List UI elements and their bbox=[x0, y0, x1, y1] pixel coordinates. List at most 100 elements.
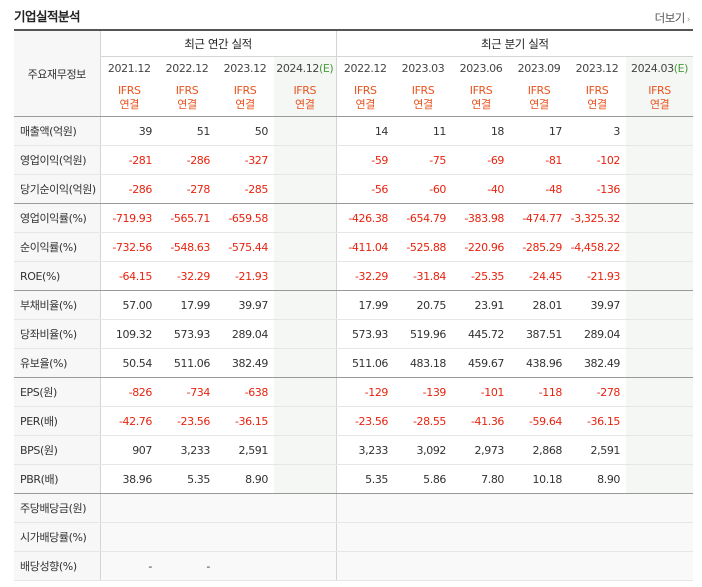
row-label: 배당성향(%) bbox=[14, 551, 101, 581]
value-cell: -56 bbox=[336, 174, 395, 204]
value-cell bbox=[452, 522, 511, 552]
value-cell: -102 bbox=[568, 145, 627, 175]
ifrs-consolidated-label: IFRS 연결 bbox=[158, 80, 216, 117]
value-cell: -411.04 bbox=[336, 232, 395, 262]
value-cell: -60 bbox=[394, 174, 453, 204]
estimate-cell bbox=[274, 464, 337, 494]
value-cell: -23.56 bbox=[336, 406, 395, 436]
value-cell: -732.56 bbox=[100, 232, 158, 262]
value-cell bbox=[158, 522, 216, 552]
value-cell: -426.38 bbox=[336, 203, 395, 233]
estimate-cell bbox=[274, 261, 337, 291]
value-cell: 2,973 bbox=[452, 435, 511, 465]
value-cell: 511.06 bbox=[158, 348, 216, 378]
value-cell: -23.56 bbox=[158, 406, 216, 436]
value-cell bbox=[216, 522, 274, 552]
estimate-cell bbox=[626, 406, 694, 436]
ifrs-consolidated-label: IFRS 연결 bbox=[568, 80, 627, 117]
value-cell: -28.55 bbox=[394, 406, 453, 436]
value-cell: -286 bbox=[100, 174, 158, 204]
estimate-cell bbox=[274, 174, 337, 204]
value-cell: -327 bbox=[216, 145, 274, 175]
value-cell: 14 bbox=[336, 116, 395, 146]
value-cell bbox=[336, 493, 395, 523]
value-cell: -220.96 bbox=[452, 232, 511, 262]
value-cell bbox=[216, 551, 274, 581]
estimate-cell bbox=[274, 435, 337, 465]
value-cell: -129 bbox=[336, 377, 395, 407]
row-label: 영업이익(억원) bbox=[14, 145, 101, 175]
value-cell: -36.15 bbox=[216, 406, 274, 436]
value-cell: -826 bbox=[100, 377, 158, 407]
value-cell bbox=[394, 551, 453, 581]
row-label: 시가배당률(%) bbox=[14, 522, 101, 552]
value-cell bbox=[336, 551, 395, 581]
value-cell: 289.04 bbox=[216, 319, 274, 349]
financial-table: 주요재무정보 최근 연간 실적 최근 분기 실적 2021.12 2022.12 2023… bbox=[14, 29, 694, 581]
value-cell: 2,591 bbox=[216, 435, 274, 465]
table-row: 유보율(%) 50.54 511.06 382.49 511.06 483.18 459.6… bbox=[14, 348, 694, 378]
ifrs-consolidated-label: IFRS 연결 bbox=[452, 80, 511, 117]
more-label: 더보기 bbox=[654, 11, 686, 25]
value-cell: -278 bbox=[158, 174, 216, 204]
value-cell bbox=[216, 493, 274, 523]
value-cell: 20.75 bbox=[394, 290, 453, 320]
value-cell: -64.15 bbox=[100, 261, 158, 291]
value-cell: 17.99 bbox=[336, 290, 395, 320]
table-row: 당기순이익(억원) -286 -278 -285 -56 -60 -40 -48 -136 bbox=[14, 174, 694, 204]
value-cell: -4,458.22 bbox=[568, 232, 627, 262]
estimate-cell bbox=[626, 290, 694, 320]
estimate-cell bbox=[626, 348, 694, 378]
estimate-cell bbox=[274, 116, 337, 146]
value-cell: -278 bbox=[568, 377, 627, 407]
value-cell: 2,868 bbox=[510, 435, 569, 465]
estimate-cell bbox=[626, 377, 694, 407]
ifrs-consolidated-label: IFRS 연결 bbox=[394, 80, 453, 117]
row-label: 순이익률(%) bbox=[14, 232, 101, 262]
value-cell: -734 bbox=[158, 377, 216, 407]
table-row: 부채비율(%) 57.00 17.99 39.97 17.99 20.75 23.91 28.… bbox=[14, 290, 694, 320]
value-cell: -25.35 bbox=[452, 261, 511, 291]
row-label: 주당배당금(원) bbox=[14, 493, 101, 523]
value-cell: 18 bbox=[452, 116, 511, 146]
value-cell bbox=[568, 551, 627, 581]
value-cell: 382.49 bbox=[568, 348, 627, 378]
section-title: 기업실적분석 bbox=[14, 9, 81, 24]
value-cell: 289.04 bbox=[568, 319, 627, 349]
ifrs-consolidated-label: IFRS 연결 bbox=[216, 80, 274, 117]
value-cell: -654.79 bbox=[394, 203, 453, 233]
ifrs-consolidated-label: IFRS 연결 bbox=[510, 80, 569, 117]
period-header: 2023.09 bbox=[517, 62, 561, 75]
estimate-cell bbox=[626, 174, 694, 204]
value-cell: -383.98 bbox=[452, 203, 511, 233]
value-cell: -136 bbox=[568, 174, 627, 204]
estimate-cell bbox=[274, 493, 337, 523]
estimate-cell bbox=[274, 203, 337, 233]
period-header: 2023.06 bbox=[459, 62, 503, 75]
more-link[interactable]: 더보기 › bbox=[654, 10, 691, 26]
value-cell bbox=[510, 551, 569, 581]
value-cell: -41.36 bbox=[452, 406, 511, 436]
estimate-cell bbox=[274, 522, 337, 552]
value-cell: -42.76 bbox=[100, 406, 158, 436]
row-label: EPS(원) bbox=[14, 377, 101, 407]
chevron-right-icon: › bbox=[686, 15, 691, 25]
estimate-cell bbox=[274, 145, 337, 175]
value-cell: 39 bbox=[100, 116, 158, 146]
table-row: PER(배) -42.76 -23.56 -36.15 -23.56 -28.55 -41.… bbox=[14, 406, 694, 436]
value-cell bbox=[100, 493, 158, 523]
value-cell: 3,233 bbox=[158, 435, 216, 465]
value-cell: 50 bbox=[216, 116, 274, 146]
estimate-cell bbox=[274, 232, 337, 262]
value-cell: -548.63 bbox=[158, 232, 216, 262]
value-cell bbox=[100, 522, 158, 552]
estimate-cell bbox=[626, 319, 694, 349]
value-cell: 57.00 bbox=[100, 290, 158, 320]
value-cell: -3,325.32 bbox=[568, 203, 627, 233]
value-cell: -59 bbox=[336, 145, 395, 175]
value-cell: -31.84 bbox=[394, 261, 453, 291]
value-cell: - bbox=[100, 551, 158, 581]
value-cell: -139 bbox=[394, 377, 453, 407]
value-cell: 387.51 bbox=[510, 319, 569, 349]
row-label: 유보율(%) bbox=[14, 348, 101, 378]
